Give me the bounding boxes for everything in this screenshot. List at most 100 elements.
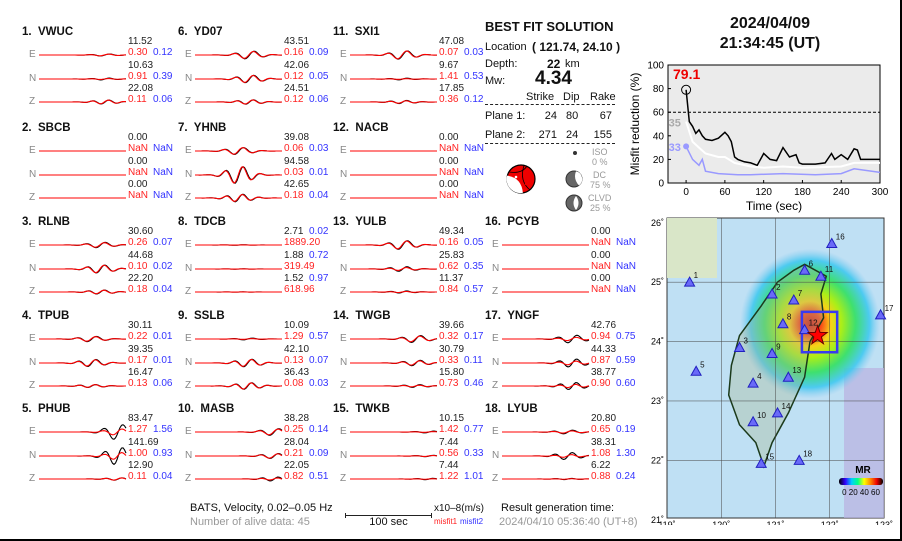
- component-label: Z: [340, 96, 347, 107]
- station-title: 14. TWGB: [333, 310, 391, 322]
- component-label: N: [492, 262, 500, 274]
- misfit2-value: NaN: [153, 190, 174, 201]
- component-e: E 30.11 0.22 0.01: [22, 320, 172, 353]
- waveform: [195, 291, 282, 293]
- station-panel: 15. TWKB E 10.15 1.42 0.77 N 7.44 0.56 0.3…: [333, 403, 483, 493]
- misfit1-value: 0.62: [439, 260, 459, 272]
- station-panel: 6. YD07 E 43.51 0.16 0.09 N 42.06 0.12 0.0…: [178, 26, 328, 116]
- best-value-label: 79.1: [673, 66, 700, 82]
- component-label: N: [340, 262, 348, 274]
- station-triangle-icon: [782, 371, 795, 382]
- synthetic-trace: [350, 50, 438, 60]
- dc-value: 75 %: [590, 180, 611, 190]
- peak-amplitude: 94.58: [284, 155, 310, 167]
- component-label: E: [29, 49, 36, 60]
- waveform: [502, 382, 590, 390]
- station-code: RLNB: [37, 216, 70, 228]
- misfit2-value: 0.06: [153, 94, 173, 105]
- misfit1-value: 0.32: [439, 331, 459, 342]
- station-title: 5. PHUB: [22, 403, 71, 415]
- misfit1-value: 319.49: [284, 260, 315, 272]
- generation-label: Result generation time:: [501, 502, 615, 514]
- component-label: N: [185, 262, 193, 274]
- synthetic-trace: [39, 336, 127, 342]
- waveform: [195, 99, 283, 105]
- station-triangle-icon: [690, 365, 702, 376]
- station-id-label: 14: [782, 402, 791, 411]
- component-z: Z 42.65 0.18 0.04: [178, 179, 328, 212]
- misfit1-value: 0.12: [284, 94, 304, 105]
- y-tick-label: 100: [647, 61, 664, 72]
- waveform: [195, 358, 283, 367]
- station-panel: 14. TWGB E 39.66 0.32 0.17 N 30.79 0.33 0.…: [333, 310, 483, 400]
- component-label: Z: [29, 96, 36, 107]
- misfit2-value: 0.03: [309, 378, 329, 389]
- component-n: N 44.68 0.10 0.02: [22, 250, 172, 283]
- synthetic-trace: [350, 478, 438, 480]
- misfit2-value: 0.19: [616, 424, 636, 435]
- component-n: N 0.00 NaN NaN: [485, 250, 636, 283]
- misfit2-value: 0.12: [153, 47, 173, 58]
- component-z: Z 1.52 618.96 0.97: [178, 273, 328, 306]
- peak-amplitude: 1.88: [284, 249, 304, 261]
- station-number: 7.: [178, 122, 188, 134]
- synthetic-trace: [195, 428, 283, 436]
- station-triangle-icon: [787, 293, 800, 305]
- misfit1-value: 0.26: [128, 237, 148, 248]
- station-panel: 8. TDCB E 2.71 1889.20 0.02 N 1.88 319.49 …: [178, 216, 328, 306]
- station-code: YHNB: [193, 122, 227, 134]
- waveform: [350, 290, 437, 294]
- misfit2-value: 0.35: [464, 260, 484, 272]
- synthetic-trace: [502, 453, 590, 458]
- misfit1-value: NaN: [439, 190, 460, 201]
- alive-count: Number of alive data: 45: [190, 516, 310, 528]
- peak-amplitude: 16.47: [128, 367, 154, 378]
- component-n: N 9.67 1.41 0.53: [333, 60, 483, 93]
- waveform: [195, 337, 283, 341]
- component-label: E: [29, 145, 36, 156]
- misfit2-value: 0.57: [464, 284, 484, 295]
- misfit1-value: 0.11: [128, 94, 147, 105]
- synthetic-trace: [195, 99, 283, 105]
- station-title: 13. YULB: [333, 216, 387, 228]
- synthetic-trace: [350, 240, 438, 250]
- series-line-1: [685, 121, 880, 169]
- misfit1-value: NaN: [591, 284, 612, 295]
- peak-amplitude: 0.00: [439, 155, 459, 167]
- waveform: [195, 267, 282, 270]
- colorbar-label: MR: [855, 465, 871, 476]
- component-label: Z: [492, 473, 499, 484]
- waveform: [39, 150, 126, 152]
- component-label: E: [492, 426, 499, 437]
- component-label: E: [29, 333, 36, 344]
- synthetic-trace: [195, 382, 283, 390]
- component-label: N: [29, 168, 37, 180]
- x-tick-label: 180: [794, 187, 811, 198]
- depth-unit: km: [565, 58, 580, 70]
- misfit1-value: 0.10: [128, 260, 148, 272]
- misfit1-value: 0.16: [439, 237, 459, 248]
- station-title: 15. TWKB: [333, 403, 390, 415]
- header-strike: Strike: [526, 91, 555, 103]
- component-label: N: [340, 356, 348, 368]
- component-z: Z 0.00 NaN NaN: [333, 179, 484, 212]
- component-label: E: [492, 333, 499, 344]
- misfit2-value: 0.04: [153, 284, 173, 295]
- divider: [485, 143, 615, 144]
- station-number: 1.: [22, 26, 32, 38]
- component-e: E 38.28 0.25 0.14: [178, 413, 328, 446]
- station-panel: 13. YULB E 49.34 0.16 0.05 N 25.83 0.62 0.…: [333, 216, 483, 306]
- misfit1-value: 0.17: [128, 354, 148, 366]
- component-label: E: [185, 426, 192, 437]
- waveform: [350, 430, 438, 434]
- synthetic-trace: [39, 358, 127, 367]
- component-label: E: [340, 333, 347, 344]
- misfit2-value: 0.04: [153, 471, 173, 482]
- station-panel: 12. NACB E 0.00 NaN NaN N 0.00 NaN NaN Z 0.…: [333, 122, 484, 212]
- misfit2-value: 0.06: [153, 378, 173, 389]
- misfit2-value: 0.33: [464, 447, 484, 459]
- station-title: 9. SSLB: [178, 310, 225, 322]
- component-z: Z 6.22 0.88 0.24: [485, 460, 635, 493]
- station-id-label: 9: [776, 342, 781, 351]
- lon-tick-label: 122˚: [821, 520, 839, 525]
